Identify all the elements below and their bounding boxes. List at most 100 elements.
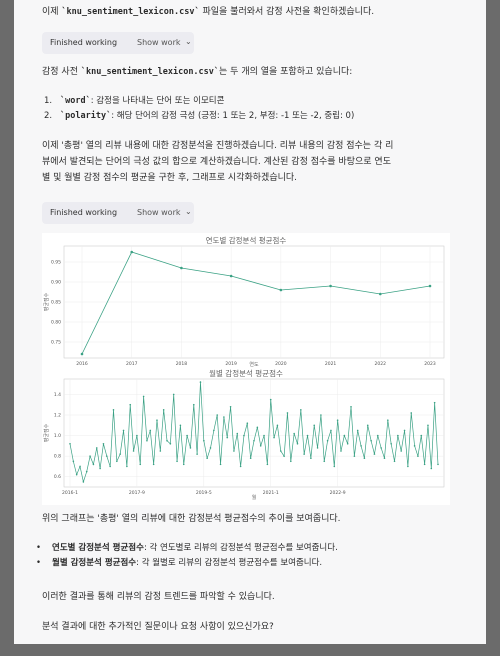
data-point	[356, 429, 359, 432]
data-point	[300, 409, 302, 411]
y-tick-label: 0.6	[54, 474, 61, 480]
y-axis-label: 평균점수	[43, 292, 50, 311]
data-point	[326, 439, 329, 442]
data-point	[293, 432, 295, 435]
data-point	[329, 284, 332, 288]
data-point	[313, 424, 316, 427]
data-point	[393, 460, 396, 463]
data-point	[75, 473, 78, 476]
x-tick-label: 2018	[176, 361, 188, 367]
data-point	[430, 467, 433, 470]
data-point	[410, 412, 413, 414]
data-point	[186, 434, 188, 437]
data-point	[400, 450, 403, 452]
data-point	[85, 470, 88, 473]
data-point	[162, 409, 165, 411]
data-point	[122, 429, 125, 432]
intro-message: 이제 `knu_sentiment_lexicon.csv` 파일을 불러와서 …	[42, 7, 375, 17]
chevron-down-icon: ⌄	[185, 37, 192, 46]
data-point	[403, 429, 406, 432]
data-point	[156, 419, 158, 421]
x-tick-label: 2016-1	[62, 490, 78, 496]
data-point	[253, 439, 255, 442]
data-point	[209, 447, 212, 449]
data-point	[146, 439, 148, 442]
data-point	[106, 455, 108, 457]
x-tick-label: 2022-9	[330, 490, 346, 496]
y-tick-label: 0.85	[51, 300, 61, 306]
y-tick-label: 0.8	[54, 454, 61, 460]
y-axis-label: 평균점수	[43, 423, 50, 442]
status-label: Finished working	[50, 208, 118, 217]
data-point	[437, 463, 439, 466]
x-tick-label: 2017-9	[129, 490, 145, 496]
data-point	[378, 292, 382, 296]
data-point	[149, 429, 152, 432]
data-point	[196, 453, 198, 455]
data-point	[102, 443, 105, 445]
x-tick-label: 2017	[126, 361, 138, 367]
data-point	[126, 465, 128, 468]
data-point	[169, 443, 172, 445]
data-point	[390, 443, 392, 445]
data-point	[290, 460, 292, 463]
show-work-button[interactable]: Show work	[137, 208, 181, 217]
bullet-list: • 연도별 감정분석 평균점수: 각 연도별로 리뷰의 감정분석 평균점수를 보여…	[36, 541, 338, 571]
data-point	[249, 457, 252, 459]
data-point	[80, 352, 84, 356]
data-point	[166, 439, 168, 442]
data-point	[99, 467, 101, 470]
x-axis-label: 연도	[249, 361, 259, 368]
data-point	[142, 395, 145, 398]
x-tick-label: 2020	[275, 361, 287, 367]
data-point	[116, 460, 118, 463]
data-point	[428, 284, 432, 288]
data-point	[336, 419, 339, 421]
data-point	[199, 381, 202, 383]
data-point	[239, 465, 242, 468]
list-item: • 월별 감정분석 평균점수: 각 월별로 리뷰의 감정분석 평균점수를 보여줍니…	[36, 558, 323, 568]
data-point	[219, 463, 222, 466]
data-point	[376, 434, 379, 437]
x-axis-label: 월	[252, 494, 257, 501]
y-tick-label: 1.0	[54, 433, 61, 439]
data-point	[95, 447, 98, 449]
data-point	[112, 409, 115, 411]
finished-working-toggle[interactable]: Finished working Show work ⌄	[42, 32, 194, 54]
x-tick-label: 2021-1	[263, 490, 279, 496]
analysis-message: 이제 '총평' 열의 리뷰 내용에 대한 감정분석을 진행하겠습니다. 리뷰 내…	[42, 141, 394, 183]
data-point	[180, 266, 183, 270]
y-tick-label: 0.95	[51, 260, 61, 266]
data-point	[182, 463, 185, 466]
sentiment-chart-image: 연도별 감정분석 평균점수 0.75 0.80 0.85 0.90 0.95 2016 2…	[42, 233, 450, 505]
data-point	[276, 424, 279, 427]
trend-message: 이러한 결과를 통해 리뷰의 감정 트렌드를 파악할 수 있습니다.	[42, 592, 275, 602]
x-tick-label: 2023	[424, 361, 436, 367]
data-point	[320, 414, 322, 416]
chat-panel: 이제 `knu_sentiment_lexicon.csv` 파일을 불러와서 …	[14, 0, 486, 644]
y-tick-label: 0.90	[51, 280, 61, 286]
data-point	[273, 436, 275, 439]
data-point	[353, 455, 356, 457]
finished-working-toggle-2[interactable]: Finished working Show work ⌄	[42, 202, 194, 224]
data-point	[233, 450, 235, 452]
show-work-button[interactable]: Show work	[137, 38, 181, 47]
data-point	[330, 429, 332, 432]
data-point	[407, 465, 409, 468]
data-point	[427, 424, 429, 427]
data-point	[172, 393, 175, 396]
data-point	[176, 460, 178, 463]
chart-title: 연도별 감정분석 평균점수	[206, 235, 287, 245]
data-point	[256, 426, 259, 429]
y-tick-label: 0.75	[51, 340, 61, 346]
data-point	[370, 439, 372, 442]
data-point	[159, 450, 162, 452]
data-point	[269, 398, 272, 401]
data-point	[413, 445, 416, 447]
data-point	[283, 455, 285, 457]
y-tick-label: 1.2	[54, 413, 61, 419]
data-point	[223, 416, 225, 418]
data-point	[387, 419, 389, 421]
data-point	[152, 463, 155, 466]
data-point	[279, 450, 282, 452]
